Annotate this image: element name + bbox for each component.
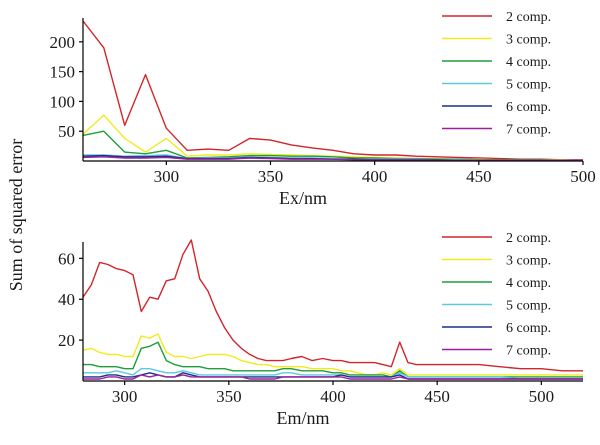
x-tick-label: 450 <box>424 387 450 406</box>
legend-label: 3 comp. <box>506 33 551 48</box>
legend-label: 4 comp. <box>506 276 551 291</box>
x-tick-label: 350 <box>258 167 284 186</box>
legend-label: 2 comp. <box>506 10 551 25</box>
legend-label: 3 comp. <box>506 254 551 269</box>
x-tick-label: 350 <box>216 387 242 406</box>
series-line-2-comp <box>82 20 583 161</box>
legend-label: 6 comp. <box>506 100 551 115</box>
series-line-2-comp <box>82 239 583 372</box>
legend-label: 7 comp. <box>506 344 551 359</box>
x-axis-title: Em/nm <box>277 408 330 428</box>
series-line-3-comp <box>82 333 583 376</box>
x-tick-label: 300 <box>112 387 138 406</box>
x-tick-label: 450 <box>466 167 492 186</box>
legend-label: 6 comp. <box>506 321 551 336</box>
x-tick-label: 500 <box>529 387 555 406</box>
y-tick-label: 100 <box>50 92 76 111</box>
series-line-5-comp <box>83 368 583 380</box>
legend-label: 5 comp. <box>506 299 551 314</box>
y-tick-label: 20 <box>58 331 75 350</box>
y-tick-label: 40 <box>58 290 75 309</box>
y-tick-label: 60 <box>58 249 75 268</box>
y-tick-label: 200 <box>50 33 76 52</box>
legend-label: 2 comp. <box>506 231 551 246</box>
x-tick-label: 400 <box>320 387 346 406</box>
legend-label: 5 comp. <box>506 78 551 93</box>
y-tick-label: 50 <box>58 122 75 141</box>
shared-y-axis-label: Sum of squared error <box>6 139 26 291</box>
x-tick-label: 300 <box>154 167 180 186</box>
excitation-chart: 300 350 400 450 500 50 100 150 200 Ex/nm 2 comp. 3 … <box>50 10 596 208</box>
emission-chart: 300 350 400 450 500 20 40 60 Em/nm 2 comp. 3 comp.… <box>58 231 583 428</box>
legend-label: 7 comp. <box>506 123 551 138</box>
series-line-7-comp <box>83 374 583 380</box>
x-tick-label: 500 <box>570 167 596 186</box>
y-tick-label: 150 <box>50 63 76 82</box>
x-axis-title: Ex/nm <box>279 188 327 208</box>
x-tick-label: 400 <box>362 167 388 186</box>
legend-label: 4 comp. <box>506 55 551 70</box>
